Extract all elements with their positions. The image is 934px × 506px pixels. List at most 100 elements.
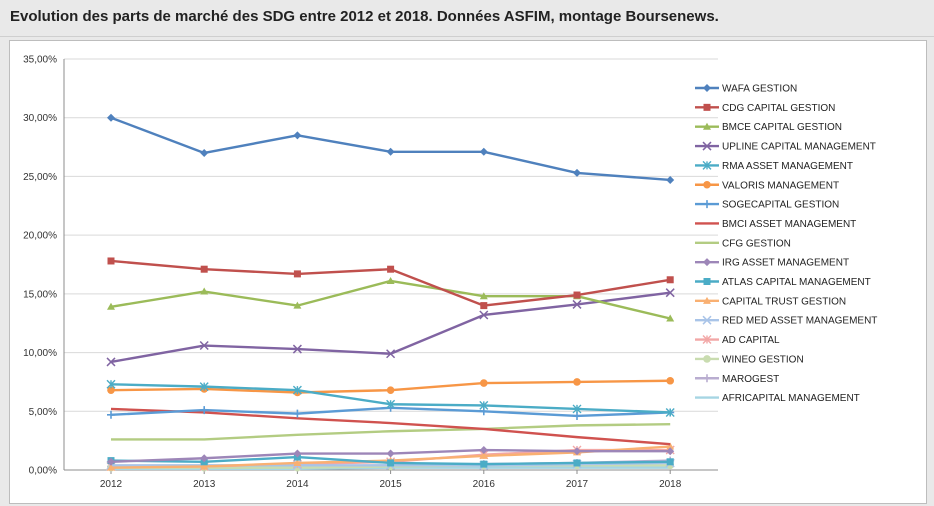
legend-label: SOGECAPITAL GESTION <box>722 200 839 211</box>
legend-label: BMCI ASSET MANAGEMENT <box>722 219 856 230</box>
legend-marker <box>702 315 712 325</box>
legend-label: RMA ASSET MANAGEMENT <box>722 161 853 172</box>
series-line <box>110 291 671 364</box>
data-point <box>573 291 581 299</box>
legend-label: RED MED ASSET MANAGEMENT <box>722 316 877 327</box>
y-tick-label: 0,00% <box>29 466 57 477</box>
y-tick-label: 10,00% <box>23 348 57 359</box>
legend-label: WAFA GESTION <box>722 84 797 95</box>
legend-marker <box>703 374 711 383</box>
data-point <box>107 463 115 471</box>
x-tick-label: 2012 <box>100 479 123 490</box>
data-point <box>199 340 209 351</box>
legend-marker <box>703 84 711 92</box>
data-point <box>106 357 116 367</box>
data-point <box>479 451 488 459</box>
x-tick-label: 2014 <box>286 479 309 490</box>
legend-label: MAROGEST <box>722 374 779 385</box>
data-point <box>200 406 209 415</box>
data-point <box>107 257 115 265</box>
legend-marker <box>702 160 712 170</box>
data-point <box>292 344 302 354</box>
data-point <box>665 288 675 298</box>
x-tick-label: 2013 <box>193 479 216 490</box>
data-point <box>666 175 675 184</box>
y-tick-label: 35,00% <box>23 55 57 66</box>
data-point <box>386 147 395 156</box>
data-point <box>666 442 675 450</box>
data-point <box>107 457 115 466</box>
y-tick-label: 30,00% <box>23 113 57 124</box>
data-point <box>480 460 488 468</box>
data-point <box>386 386 395 394</box>
data-point <box>480 302 488 310</box>
y-tick-label: 25,00% <box>23 172 57 183</box>
data-point <box>479 446 488 455</box>
data-point <box>293 409 302 418</box>
data-point <box>573 168 581 177</box>
data-point <box>479 147 488 156</box>
legend-marker <box>703 103 711 111</box>
y-tick-label: 5,00% <box>29 407 57 418</box>
data-point <box>292 385 302 395</box>
legend-label: CDG CAPITAL GESTION <box>722 103 835 114</box>
x-tick-label: 2018 <box>659 479 682 490</box>
legend-label: CFG GESTION <box>722 238 791 249</box>
data-point <box>666 458 674 466</box>
legend-marker <box>703 200 711 209</box>
legend-label: AFRICAPITAL MANAGEMENT <box>722 393 860 404</box>
data-point <box>387 265 395 273</box>
legend-label: UPLINE CAPITAL MANAGEMENT <box>722 142 876 153</box>
series-line <box>110 279 671 320</box>
data-point <box>106 379 116 389</box>
x-tick-label: 2015 <box>379 479 402 490</box>
data-point <box>107 410 115 419</box>
x-tick-label: 2017 <box>566 479 589 490</box>
data-point <box>666 376 674 385</box>
legend-marker <box>703 180 711 189</box>
data-point <box>479 400 489 410</box>
data-point <box>666 314 675 322</box>
data-point <box>666 276 674 284</box>
data-point <box>107 386 115 394</box>
data-point <box>293 270 301 278</box>
legend-label: ATLAS CAPITAL MANAGEMENT <box>722 277 871 288</box>
x-tick-label: 2016 <box>473 479 496 490</box>
data-point <box>573 447 581 456</box>
data-point <box>200 454 209 463</box>
y-tick-label: 15,00% <box>23 289 57 300</box>
legend-label: IRG ASSET MANAGEMENT <box>722 258 849 269</box>
data-point <box>572 404 582 414</box>
y-tick-label: 20,00% <box>23 231 57 242</box>
chart-title: Evolution des parts de marché des SDG en… <box>10 8 719 25</box>
data-point <box>386 349 396 359</box>
legend-label: VALORIS MANAGEMENT <box>722 180 839 191</box>
legend-label: CAPITAL TRUST GESTION <box>722 296 846 307</box>
data-point <box>387 459 395 467</box>
data-point <box>386 449 395 458</box>
legend-marker <box>703 296 711 304</box>
legend-label: WINEO GESTION <box>722 354 804 365</box>
legend-marker <box>702 141 712 151</box>
title-divider <box>0 36 934 37</box>
legend-marker <box>703 278 711 285</box>
data-point <box>293 131 302 140</box>
data-point <box>480 379 488 387</box>
data-point <box>200 148 209 157</box>
series-line <box>111 423 671 441</box>
data-point <box>200 462 209 470</box>
data-point <box>200 287 209 295</box>
data-point <box>479 292 488 300</box>
data-point <box>573 378 581 386</box>
data-point <box>665 407 675 417</box>
legend-marker <box>703 355 711 363</box>
data-point <box>666 447 675 456</box>
legend-marker <box>702 335 712 345</box>
data-point <box>572 299 582 309</box>
data-point <box>293 301 302 309</box>
data-point <box>293 458 302 466</box>
legend-label: BMCE CAPITAL GESTION <box>722 122 842 133</box>
data-point <box>293 449 302 458</box>
